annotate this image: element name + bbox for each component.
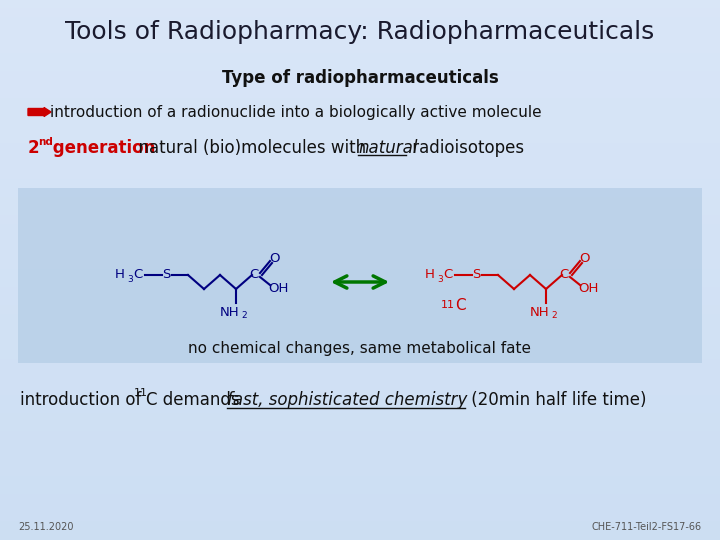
Text: O: O <box>579 252 589 265</box>
Bar <box>0 207 720 216</box>
Text: OH: OH <box>578 281 598 294</box>
Bar <box>0 252 720 261</box>
Bar <box>0 459 720 468</box>
Bar <box>0 297 720 306</box>
Bar <box>0 288 720 297</box>
Text: no chemical changes, same metabolical fate: no chemical changes, same metabolical fa… <box>189 341 531 355</box>
Bar <box>0 324 720 333</box>
Bar <box>0 198 720 207</box>
Bar <box>0 36 720 45</box>
Text: NH: NH <box>530 306 550 319</box>
Bar <box>0 117 720 126</box>
Text: introduction of a radionuclide into a biologically active molecule: introduction of a radionuclide into a bi… <box>50 105 541 119</box>
Text: (20min half life time): (20min half life time) <box>466 391 647 409</box>
Bar <box>0 468 720 477</box>
Bar <box>0 504 720 513</box>
Bar <box>0 171 720 180</box>
Bar <box>0 126 720 135</box>
Bar <box>0 189 720 198</box>
Bar <box>0 18 720 27</box>
Bar <box>0 369 720 378</box>
Bar <box>0 9 720 18</box>
Bar <box>0 495 720 504</box>
Bar <box>0 135 720 144</box>
Bar <box>0 162 720 171</box>
Text: natural (bio)molecules with: natural (bio)molecules with <box>128 139 372 157</box>
Text: NH: NH <box>220 306 240 319</box>
Text: 25.11.2020: 25.11.2020 <box>18 522 73 532</box>
Text: radioisotopes: radioisotopes <box>407 139 524 157</box>
Bar <box>0 0 720 9</box>
Text: 3: 3 <box>437 274 443 284</box>
Bar <box>0 180 720 189</box>
Bar <box>0 63 720 72</box>
Text: C: C <box>133 268 143 281</box>
Bar <box>0 531 720 540</box>
Bar <box>0 90 720 99</box>
Text: 11: 11 <box>134 388 148 398</box>
Text: 3: 3 <box>127 274 133 284</box>
Bar <box>0 144 720 153</box>
Text: C: C <box>455 298 465 313</box>
Text: C demands: C demands <box>146 391 245 409</box>
Text: S: S <box>162 268 170 281</box>
Text: H: H <box>115 268 125 281</box>
Bar <box>0 45 720 54</box>
Bar <box>0 378 720 387</box>
Bar <box>0 522 720 531</box>
Bar <box>0 315 720 324</box>
Text: introduction of: introduction of <box>20 391 147 409</box>
Bar <box>0 360 720 369</box>
FancyBboxPatch shape <box>18 188 702 363</box>
Bar <box>0 387 720 396</box>
FancyArrow shape <box>28 107 51 117</box>
Text: CHE-711-Teil2-FS17-66: CHE-711-Teil2-FS17-66 <box>592 522 702 532</box>
Text: Tools of Radiopharmacy: Radiopharmaceuticals: Tools of Radiopharmacy: Radiopharmaceuti… <box>66 20 654 44</box>
Bar <box>0 99 720 108</box>
Text: fast, sophisticated chemistry: fast, sophisticated chemistry <box>227 391 467 409</box>
Text: C: C <box>444 268 453 281</box>
Bar <box>0 396 720 405</box>
Bar <box>0 54 720 63</box>
Bar <box>0 27 720 36</box>
Bar <box>0 153 720 162</box>
Bar <box>0 450 720 459</box>
Text: 11: 11 <box>441 300 455 310</box>
Bar <box>0 108 720 117</box>
Text: Type of radiopharmaceuticals: Type of radiopharmaceuticals <box>222 69 498 87</box>
Bar <box>0 477 720 486</box>
Text: natural: natural <box>358 139 418 157</box>
Text: H: H <box>425 268 435 281</box>
Text: C: C <box>559 268 569 281</box>
Bar <box>0 414 720 423</box>
Bar <box>0 333 720 342</box>
Bar <box>0 225 720 234</box>
Bar <box>0 342 720 351</box>
Text: 2: 2 <box>28 139 40 157</box>
Bar <box>0 270 720 279</box>
Bar <box>0 441 720 450</box>
Bar <box>0 279 720 288</box>
Bar <box>0 432 720 441</box>
Text: O: O <box>269 252 279 265</box>
Text: C: C <box>249 268 258 281</box>
Bar <box>0 234 720 243</box>
Bar <box>0 405 720 414</box>
Bar <box>0 81 720 90</box>
Bar <box>0 486 720 495</box>
Bar <box>0 423 720 432</box>
Text: generation: generation <box>47 139 156 157</box>
Text: S: S <box>472 268 480 281</box>
Text: 2: 2 <box>552 310 557 320</box>
Bar <box>0 216 720 225</box>
Text: OH: OH <box>268 281 288 294</box>
Bar <box>0 306 720 315</box>
Bar <box>0 72 720 81</box>
Text: nd: nd <box>38 137 53 147</box>
Bar <box>0 243 720 252</box>
Bar <box>0 513 720 522</box>
Bar <box>0 261 720 270</box>
Bar <box>0 351 720 360</box>
Text: 2: 2 <box>241 310 247 320</box>
